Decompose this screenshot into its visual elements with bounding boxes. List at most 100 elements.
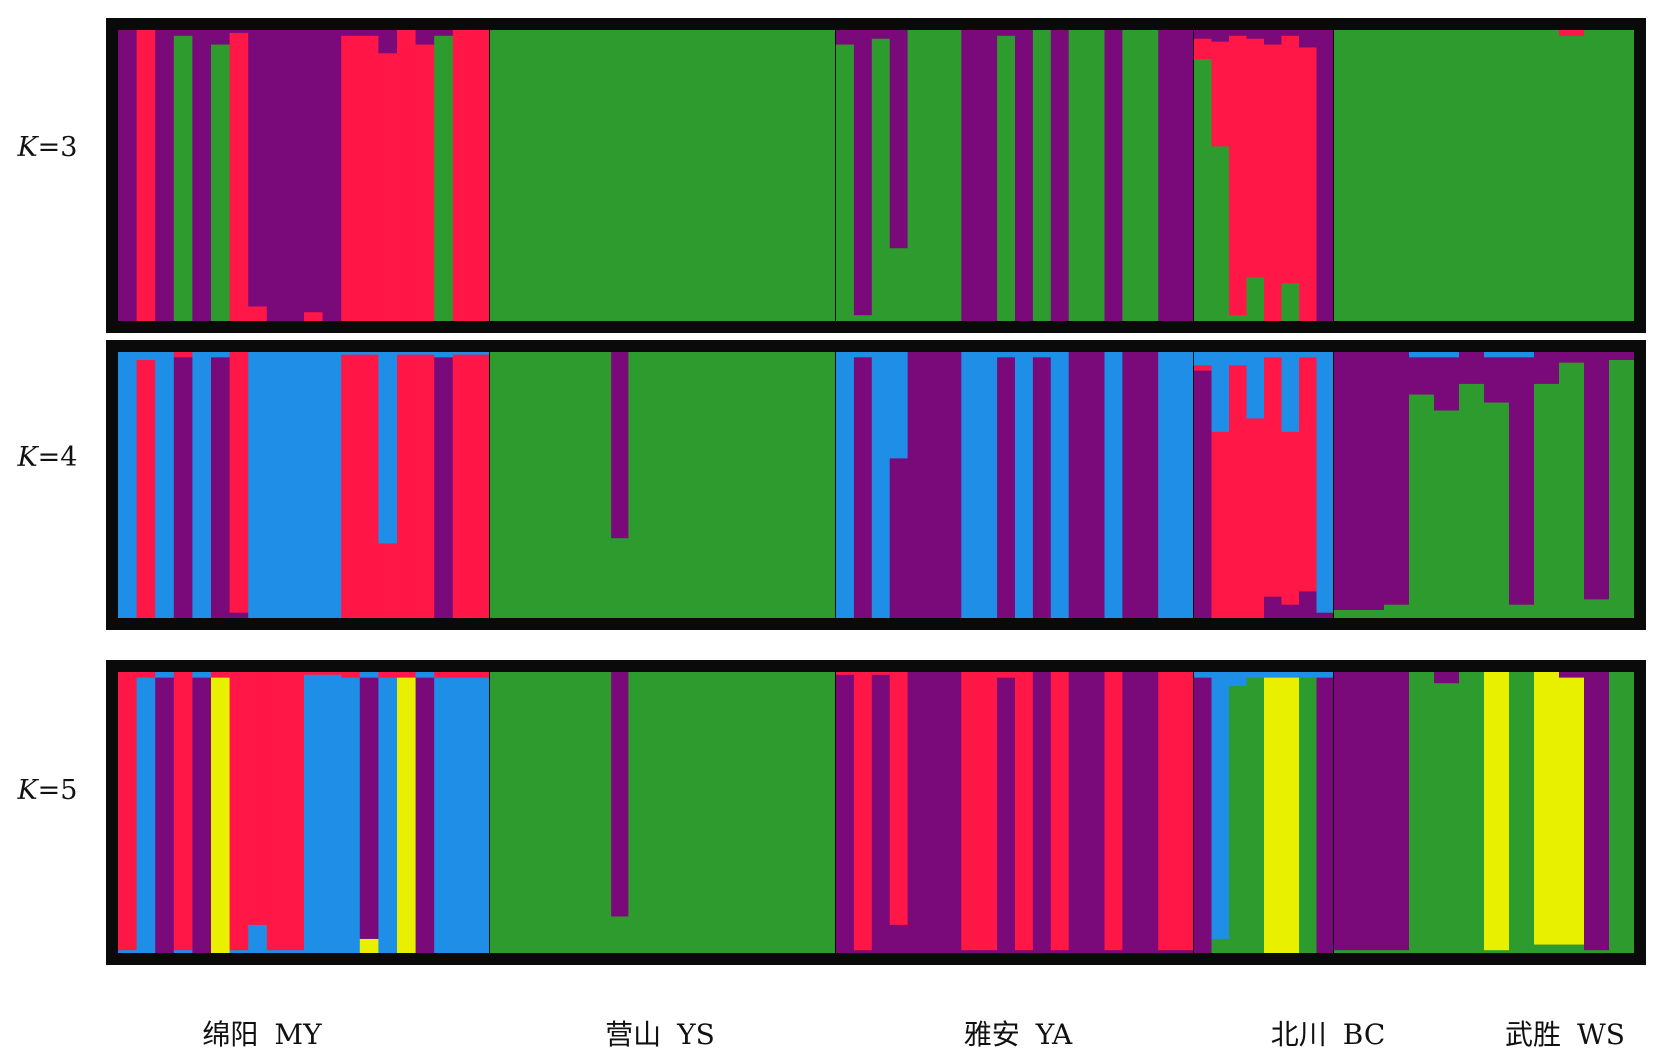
bar-k3-ind48-cluster1 xyxy=(961,30,980,321)
bar-k4-ind35-cluster4 xyxy=(732,352,751,618)
bar-k5-ind32-cluster5 xyxy=(680,672,699,953)
bar-k3-ind18-cluster1 xyxy=(434,30,454,37)
bar-k4-ind65-cluster1 xyxy=(1264,352,1283,358)
bar-k5-ind52-cluster3 xyxy=(1032,672,1052,953)
bar-k3-ind9-cluster1 xyxy=(266,30,286,321)
bar-k4-ind13-cluster1 xyxy=(341,352,361,356)
bar-k4-ind62-cluster1 xyxy=(1211,352,1230,433)
population-label-ya: 雅安 YA xyxy=(964,1013,1073,1053)
bar-k3-ind33-cluster3 xyxy=(697,30,716,321)
bar-k4-ind39-cluster4 xyxy=(801,352,820,618)
bar-k5-ind35-cluster5 xyxy=(732,672,751,953)
k5-label-value: =5 xyxy=(37,775,78,806)
bar-k4-ind38-cluster4 xyxy=(784,352,802,618)
bar-k4-ind74-cluster3 xyxy=(1459,352,1485,385)
bar-k4-ind31-cluster4 xyxy=(663,352,681,618)
bar-k5-ind56-cluster3 xyxy=(1104,950,1123,953)
bar-k4-ind53-cluster1 xyxy=(1050,352,1070,618)
bar-k5-ind5-cluster3 xyxy=(192,677,212,953)
bar-k4-ind50-cluster3 xyxy=(997,357,1016,618)
bar-k5-ind7-cluster1 xyxy=(229,672,249,951)
bar-k3-ind52-cluster3 xyxy=(1032,30,1052,321)
structure-plot-k3 xyxy=(118,30,1634,321)
bar-k3-ind44-cluster1 xyxy=(889,30,909,249)
bar-k4-ind32-cluster4 xyxy=(680,352,699,618)
bar-k5-ind76-cluster5 xyxy=(1509,672,1535,953)
bar-k5-ind77-cluster4 xyxy=(1534,672,1560,945)
bar-k3-ind1-cluster1 xyxy=(118,30,138,321)
bar-k4-ind36-cluster4 xyxy=(749,352,768,618)
bar-k3-ind57-cluster3 xyxy=(1122,30,1141,321)
bar-k4-ind16-cluster1 xyxy=(397,352,417,356)
bar-k5-ind47-cluster3 xyxy=(943,672,962,953)
bar-k5-ind48-cluster3 xyxy=(961,950,980,953)
bar-k4-ind20-cluster1 xyxy=(471,352,491,356)
bar-k4-ind67-cluster1 xyxy=(1299,352,1318,358)
bar-k4-ind18-cluster1 xyxy=(434,352,454,358)
bar-k4-ind70-cluster3 xyxy=(1359,352,1385,611)
bar-k5-ind15-cluster2 xyxy=(378,677,398,953)
bar-k3-ind20-cluster2 xyxy=(471,30,491,321)
bar-k3-ind7-cluster1 xyxy=(229,30,249,34)
bar-k3-ind19-cluster2 xyxy=(452,30,472,321)
bar-k3-ind16-cluster2 xyxy=(397,30,417,321)
bar-k5-ind80-cluster5 xyxy=(1609,672,1634,953)
bar-k4-ind6-cluster1 xyxy=(211,352,231,358)
bar-k3-ind65-cluster2 xyxy=(1264,44,1283,321)
bar-k3-ind36-cluster3 xyxy=(749,30,768,321)
k3-label-value: =3 xyxy=(37,132,78,163)
bar-k5-ind4-cluster2 xyxy=(173,950,193,953)
bar-k5-ind6-cluster1 xyxy=(211,672,231,679)
bar-k3-ind69-cluster3 xyxy=(1334,30,1360,321)
bar-k5-ind60-cluster1 xyxy=(1176,672,1195,951)
bar-k3-ind14-cluster1 xyxy=(359,30,379,37)
population-name: 营山 xyxy=(605,1018,662,1051)
population-code: WS xyxy=(1577,1018,1625,1051)
bar-k3-ind21-cluster3 xyxy=(490,30,508,321)
bar-k4-ind24-cluster4 xyxy=(541,352,560,618)
bar-k4-ind73-cluster4 xyxy=(1434,410,1460,618)
bar-k3-ind70-cluster3 xyxy=(1359,30,1385,321)
bar-k5-ind64-cluster2 xyxy=(1246,672,1265,679)
bar-k5-ind12-cluster2 xyxy=(322,674,342,953)
bar-k4-ind44-cluster3 xyxy=(889,458,909,618)
bar-k5-ind30-cluster5 xyxy=(645,672,664,953)
bar-k5-ind8-cluster2 xyxy=(248,924,268,953)
bar-k5-ind22-cluster5 xyxy=(507,672,526,953)
bar-k5-ind75-cluster5 xyxy=(1484,950,1510,953)
bar-k5-ind51-cluster1 xyxy=(1015,672,1034,951)
bar-k4-ind80-cluster4 xyxy=(1609,359,1634,618)
k4-label: K=4 xyxy=(0,442,95,473)
bar-k3-ind61-cluster1 xyxy=(1194,30,1213,40)
bar-k5-ind50-cluster1 xyxy=(997,672,1016,679)
bar-k4-ind28-cluster3 xyxy=(611,352,629,539)
bar-k3-ind46-cluster3 xyxy=(925,30,944,321)
bar-k5-ind72-cluster5 xyxy=(1409,672,1435,953)
bar-k3-ind75-cluster3 xyxy=(1484,30,1510,321)
bar-k4-ind25-cluster4 xyxy=(559,352,578,618)
bar-k3-ind23-cluster3 xyxy=(524,30,543,321)
bar-k5-ind33-cluster5 xyxy=(697,672,716,953)
bar-k3-ind26-cluster3 xyxy=(576,30,595,321)
bar-k4-ind4-cluster3 xyxy=(173,357,193,618)
bar-k3-ind11-cluster2 xyxy=(304,312,324,321)
bar-k3-ind80-cluster3 xyxy=(1609,30,1634,321)
bar-k5-ind17-cluster2 xyxy=(415,672,435,679)
bar-k3-ind27-cluster3 xyxy=(593,30,612,321)
bar-k4-ind1-cluster1 xyxy=(118,352,138,618)
bar-k3-ind62-cluster3 xyxy=(1211,146,1230,321)
bar-k5-ind12-cluster1 xyxy=(322,672,342,676)
population-name: 绵阳 xyxy=(202,1018,259,1051)
k4-label-k: K xyxy=(17,442,38,473)
bar-k3-ind54-cluster3 xyxy=(1068,30,1088,321)
bar-k5-ind42-cluster1 xyxy=(853,672,873,951)
bar-k5-ind69-cluster3 xyxy=(1334,672,1360,951)
bar-k4-ind72-cluster1 xyxy=(1409,352,1435,358)
population-label-my: 绵阳 MY xyxy=(202,1013,321,1053)
bar-k5-ind78-cluster5 xyxy=(1559,944,1585,953)
bar-k5-ind5-cluster2 xyxy=(192,672,212,679)
bar-k4-ind57-cluster3 xyxy=(1122,352,1141,618)
bar-k3-ind58-cluster3 xyxy=(1140,30,1159,321)
bar-k3-ind67-cluster1 xyxy=(1299,30,1318,48)
bar-k4-ind71-cluster3 xyxy=(1384,352,1410,606)
